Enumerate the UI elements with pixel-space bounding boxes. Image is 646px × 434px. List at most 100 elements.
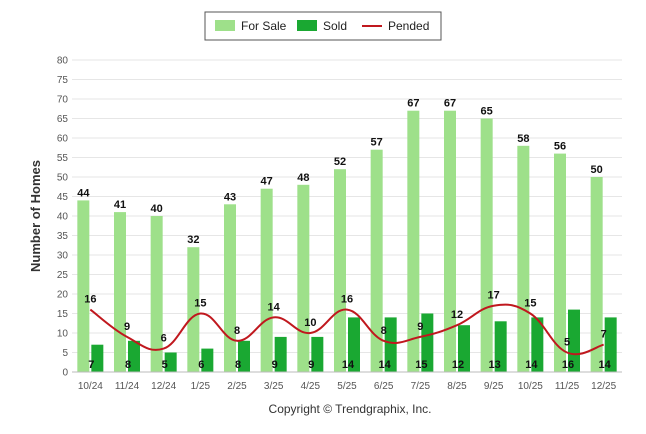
x-tick-label: 2/25 [227,381,247,392]
for-sale-bar [480,118,493,372]
sold-bar [201,348,214,372]
y-tick-label: 35 [57,231,69,242]
sold-data-label: 14 [342,359,355,371]
pended-data-label: 17 [488,290,500,302]
sold-data-label: 6 [198,359,204,371]
for-sale-bar [260,188,273,372]
for-sale-data-label: 32 [187,234,199,246]
for-sale-bar [77,200,90,372]
legend-sold-label: Sold [323,19,347,33]
x-tick-label: 12/25 [591,381,616,392]
for-sale-data-label: 41 [114,199,126,211]
x-tick-label: 7/25 [411,381,431,392]
for-sale-bar [150,216,163,372]
x-tick-label: 12/24 [151,381,176,392]
for-sale-data-label: 50 [591,164,603,176]
y-tick-label: 70 [57,95,69,106]
for-sale-data-label: 52 [334,156,346,168]
pended-data-label: 7 [601,329,607,341]
for-sale-data-label: 58 [517,133,529,145]
sold-data-label: 14 [379,359,392,371]
pended-data-label: 12 [451,309,463,321]
sold-data-label: 13 [489,359,501,371]
sold-data-label: 9 [272,359,278,371]
x-tick-label: 3/25 [264,381,284,392]
y-axis: 0 5 10 15 20 25 30 35 40 45 50 55 60 65 70 75 80 [57,56,69,379]
sold-data-label: 16 [562,359,574,371]
for-sale-data-label: 43 [224,191,236,203]
sold-bar [604,317,617,372]
y-tick-label: 15 [57,309,69,320]
y-tick-label: 0 [62,368,68,379]
for-sale-data-label: 56 [554,141,566,153]
sold-data-label: 15 [415,359,427,371]
pended-data-label: 5 [564,337,570,349]
pended-data-label: 15 [194,298,206,310]
sold-bar [384,317,397,372]
legend-for-sale-label: For Sale [241,19,287,33]
for-sale-data-label: 40 [151,203,163,215]
x-axis: 10/24 11/24 12/24 1/25 2/25 3/25 4/25 5/25 6/25 7… [72,371,622,392]
x-tick-label: 10/24 [78,381,103,392]
data-labels: 4474184053264384794895214571467156712651… [77,98,611,371]
pended-data-label: 8 [381,325,387,337]
legend-pended-label: Pended [388,19,429,33]
x-tick-label: 6/25 [374,381,394,392]
for-sale-data-label: 48 [297,172,309,184]
legend-for-sale-swatch [215,20,235,31]
sold-bar [421,313,434,372]
copyright-text: Copyright © Trendgraphix, Inc. [269,402,432,416]
y-axis-label: Number of Homes [28,160,43,272]
x-tick-label: 10/25 [518,381,543,392]
sold-bar [128,340,140,372]
for-sale-data-label: 67 [444,98,456,110]
sold-data-label: 8 [125,359,131,371]
y-tick-label: 55 [57,153,69,164]
sold-bar [91,344,104,372]
sold-bar [348,317,360,372]
y-tick-label: 75 [57,75,69,86]
x-tick-label: 5/25 [337,381,357,392]
x-tick-label: 8/25 [447,381,467,392]
for-sale-bar [334,169,346,372]
for-sale-data-label: 65 [481,106,493,118]
y-tick-label: 30 [57,251,69,262]
sold-bar [531,317,544,372]
sold-bar [164,352,177,372]
pended-data-label: 10 [304,317,316,329]
x-tick-label: 9/25 [484,381,504,392]
for-sale-bar [590,177,603,372]
sold-data-label: 7 [88,359,94,371]
for-sale-bar [517,145,530,372]
for-sale-bar [187,247,200,372]
legend: For Sale Sold Pended [204,11,442,41]
for-sale-bar [224,204,236,372]
pended-data-label: 9 [417,321,423,333]
pended-data-label: 6 [161,333,167,345]
y-tick-label: 5 [62,348,68,359]
legend-box [204,11,442,41]
pended-line [89,303,604,356]
gridlines [72,59,622,373]
y-tick-label: 40 [57,212,69,223]
sold-data-label: 12 [452,359,464,371]
y-tick-label: 60 [57,134,69,145]
sold-data-label: 14 [599,359,612,371]
y-tick-label: 10 [57,329,69,340]
sold-bar [311,336,324,372]
sold-bar [458,325,470,372]
pended-data-label: 16 [341,294,353,306]
sold-bar [494,321,507,372]
x-tick-label: 11/25 [555,381,580,392]
x-tick-label: 4/25 [301,381,321,392]
for-sale-bar [444,110,456,372]
sold-data-label: 14 [525,359,538,371]
pended-data-label: 15 [524,298,536,310]
for-sale-bar [370,149,383,372]
y-tick-label: 25 [57,270,69,281]
sold-bar [274,336,287,372]
for-sale-bar [114,212,126,372]
y-tick-label: 80 [57,56,69,67]
for-sale-data-label: 67 [407,98,419,110]
